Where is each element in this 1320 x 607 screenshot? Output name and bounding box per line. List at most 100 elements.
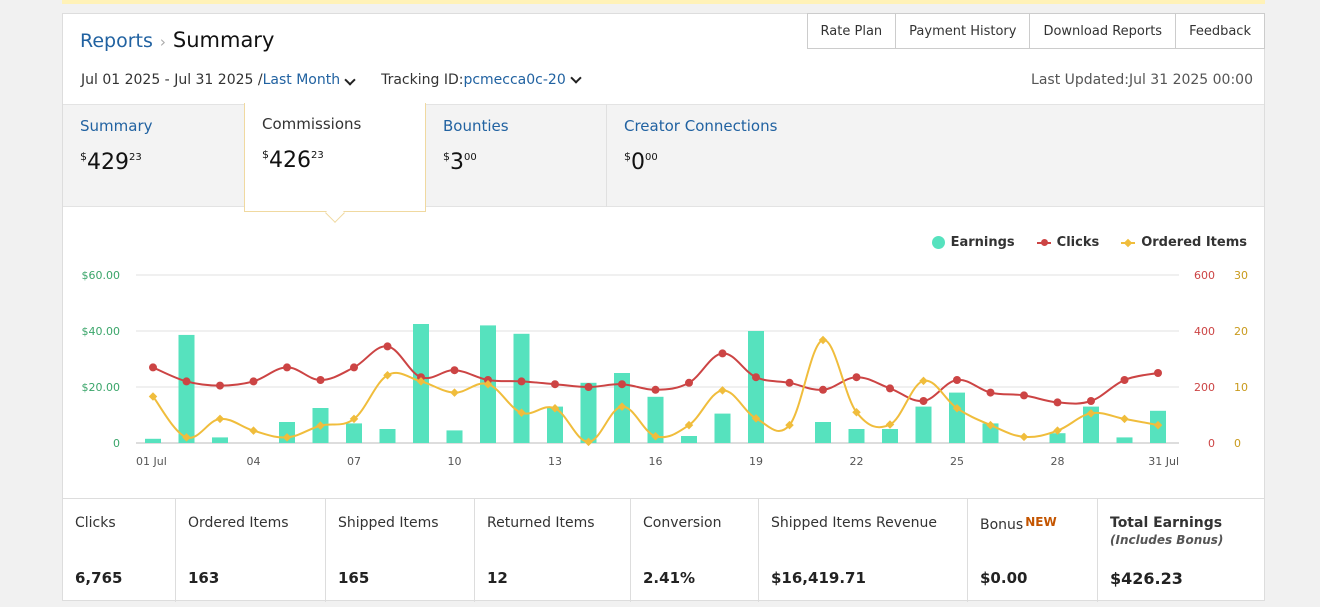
- tracking-id-dropdown[interactable]: Tracking ID: pcmecca0c-20: [381, 72, 582, 88]
- earnings-bar: [815, 422, 831, 443]
- clicks-point: [651, 385, 660, 394]
- x-axis-tick: 25: [950, 455, 964, 468]
- legend-earnings[interactable]: Earnings: [931, 235, 1015, 250]
- chevron-down-icon: [570, 72, 582, 84]
- period-dropdown[interactable]: Last Month: [262, 72, 356, 88]
- feedback-tab[interactable]: Feedback: [1176, 13, 1265, 49]
- ordered-items-point: [1086, 409, 1096, 418]
- stat-conversion-value: 2.41%: [643, 569, 696, 587]
- x-axis-tick: 07: [347, 455, 361, 468]
- tab-creator-connections-label: Creator Connections: [624, 117, 778, 135]
- tab-commissions[interactable]: Commissions $42623: [244, 103, 426, 212]
- breadcrumb: Reports › Summary: [80, 28, 274, 52]
- stat-returned-items: Returned Items 12: [475, 499, 631, 602]
- stat-conversion: Conversion 2.41%: [631, 499, 759, 602]
- stat-ordered-items-value: 163: [188, 569, 220, 587]
- ordered-items-point: [617, 402, 627, 411]
- ordered-items-point: [282, 433, 292, 442]
- earnings-bar: [647, 396, 664, 443]
- y-axis-left-tick: $20.00: [82, 381, 121, 394]
- legend-clicks[interactable]: Clicks: [1036, 235, 1099, 250]
- clicks-point: [685, 378, 693, 387]
- tab-commissions-amount: $42623: [262, 148, 324, 173]
- earnings-bar: [848, 429, 865, 443]
- stat-clicks: Clicks 6,765: [63, 499, 176, 602]
- new-badge: NEW: [1025, 515, 1057, 529]
- stat-bonus-value: $0.00: [980, 569, 1028, 587]
- stat-conversion-label: Conversion: [643, 515, 722, 531]
- earnings-bar: [982, 423, 999, 443]
- clicks-point: [618, 380, 626, 389]
- stat-shipped-items-label: Shipped Items: [338, 515, 439, 531]
- stat-clicks-value: 6,765: [75, 569, 123, 587]
- x-axis-tick: 16: [649, 455, 663, 468]
- clicks-point: [986, 388, 995, 397]
- clicks-point: [316, 376, 325, 384]
- stat-returned-items-label: Returned Items: [487, 515, 595, 531]
- ordered-items-point: [550, 404, 560, 413]
- earnings-bar: [446, 430, 463, 443]
- ordered-items-point: [584, 437, 593, 447]
- ordered-items-point: [316, 421, 325, 430]
- download-reports-tab[interactable]: Download Reports: [1030, 13, 1177, 49]
- earnings-chart: 0 0 0 $20.00 200 10 $40.00 400 20 $60.00 600 30 01 J…: [82, 269, 1249, 468]
- page-title: Summary: [172, 28, 275, 52]
- tab-commissions-label: Commissions: [262, 115, 362, 133]
- tab-summary[interactable]: Summary $42923: [80, 105, 240, 206]
- payment-history-tab[interactable]: Payment History: [896, 13, 1031, 49]
- period-label: Last Month: [262, 72, 341, 88]
- ordered-items-point: [952, 404, 962, 413]
- clicks-point: [350, 363, 358, 372]
- earnings-bar: [1116, 437, 1133, 443]
- tab-bounties[interactable]: Bounties $300: [443, 105, 603, 206]
- clicks-point: [149, 363, 157, 372]
- earnings-bar: [580, 382, 597, 443]
- tab-creator-connections[interactable]: Creator Connections $000: [624, 105, 824, 206]
- clicks-point: [953, 376, 961, 384]
- rate-plan-tab[interactable]: Rate Plan: [806, 13, 897, 49]
- tracking-id-value: pcmecca0c-20: [463, 72, 566, 88]
- ordered-items-point: [215, 414, 225, 424]
- x-axis-tick: 04: [247, 455, 261, 468]
- earnings-bar: [915, 406, 932, 443]
- clicks-point: [1154, 369, 1162, 377]
- stat-shipped-items-value: 165: [338, 569, 370, 587]
- y-axis-clicks-tick: 0: [1208, 437, 1215, 450]
- last-updated: Last Updated:Jul 31 2025 00:00: [1031, 72, 1253, 88]
- clicks-point: [182, 377, 191, 386]
- y-axis-left-tick: 0: [113, 437, 120, 450]
- y-axis-ordered-tick: 0: [1234, 437, 1241, 450]
- date-range: Jul 01 2025 - Jul 31 2025 /: [81, 72, 263, 88]
- stat-bonus: Bonus NEW $0.00: [968, 499, 1098, 602]
- ordered-items-point: [349, 414, 359, 424]
- legend-ordered-items[interactable]: Ordered Items: [1121, 235, 1247, 250]
- clicks-point: [819, 385, 827, 394]
- report-panel: Reports › Summary Rate Plan Payment Hist…: [62, 13, 1265, 602]
- legend-earnings-label: Earnings: [950, 235, 1015, 250]
- earnings-bar: [513, 333, 530, 443]
- stat-total-earnings-value: $426.23: [1110, 569, 1183, 588]
- stat-shipped-items: Shipped Items 165: [326, 499, 475, 602]
- legend-ordered-label: Ordered Items: [1141, 235, 1247, 250]
- stat-shipped-revenue: Shipped Items Revenue $16,419.71: [759, 499, 968, 602]
- y-axis-clicks-tick: 200: [1194, 381, 1215, 394]
- clicks-point: [1120, 376, 1129, 384]
- breadcrumb-reports-link[interactable]: Reports: [80, 30, 153, 52]
- legend-ordered-swatch: [1121, 241, 1136, 244]
- clicks-point: [1087, 397, 1095, 405]
- tracking-id-label: Tracking ID:: [381, 72, 464, 88]
- ordered-items-point: [416, 377, 426, 386]
- y-axis-left-tick: $40.00: [82, 325, 121, 338]
- earnings-bar: [1083, 406, 1099, 443]
- earnings-bar: [714, 413, 731, 443]
- stat-bonus-label: Bonus NEW: [980, 515, 1057, 533]
- tab-bounties-label: Bounties: [443, 117, 509, 135]
- ordered-items-point: [483, 379, 493, 389]
- tab-divider: [606, 104, 607, 207]
- stat-returned-items-value: 12: [487, 569, 508, 587]
- earnings-bar: [949, 392, 965, 443]
- tab-summary-label: Summary: [80, 117, 153, 135]
- clicks-point: [852, 373, 861, 382]
- clicks-point: [919, 397, 928, 405]
- earnings-bar: [547, 406, 563, 443]
